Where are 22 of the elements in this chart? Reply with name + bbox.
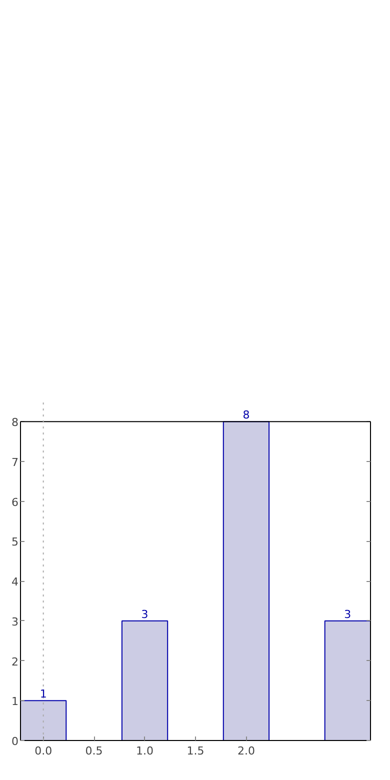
y-tick-label: 5: [12, 536, 18, 549]
bar: [121, 620, 168, 740]
x-tick-label: 2.0: [237, 744, 255, 758]
bar: [324, 620, 370, 740]
y-tick-label: 0: [12, 735, 18, 748]
x-tick-label: 0.0: [34, 744, 52, 758]
data-label: 8: [242, 408, 250, 422]
bar: [20, 700, 67, 740]
y-tick-label: 3: [12, 615, 18, 628]
data-label: 1: [40, 688, 47, 701]
data-label: 3: [344, 608, 352, 621]
bar: [222, 421, 270, 740]
x-tick-label: 1.0: [136, 744, 154, 758]
x-tick-label: 0.5: [85, 744, 103, 758]
y-tick-label: 6: [12, 496, 18, 509]
x-tick-label: 1.5: [186, 744, 204, 758]
y-tick-label: 4: [12, 576, 18, 589]
y-tick-label: 7: [12, 456, 18, 469]
data-label: 3: [141, 608, 148, 621]
y-tick-label: 8: [12, 416, 18, 430]
y-tick-label: 1: [12, 695, 18, 708]
y-tick-label: 2: [12, 655, 18, 668]
